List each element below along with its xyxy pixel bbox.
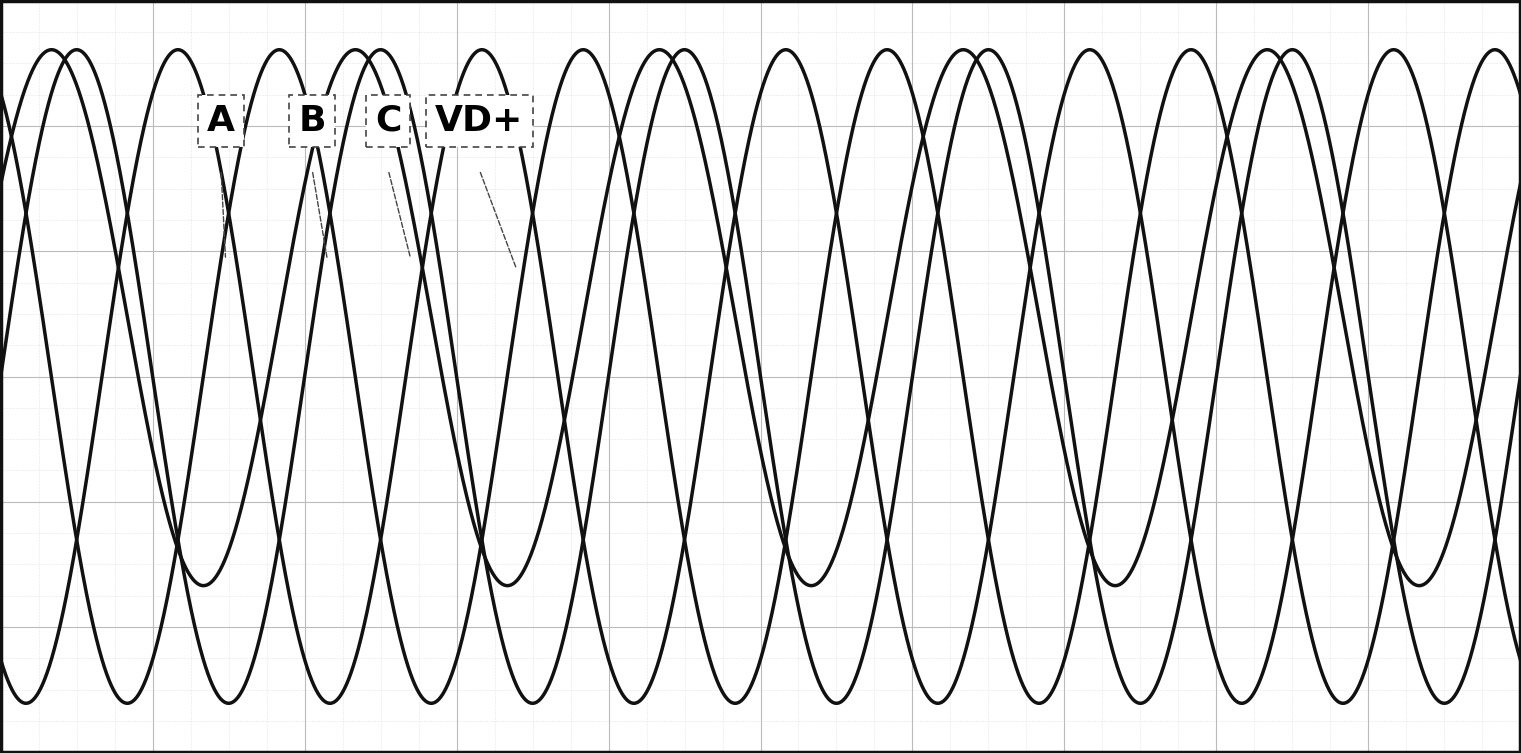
Text: B: B <box>298 104 325 138</box>
Text: VD+: VD+ <box>435 104 523 138</box>
Text: C: C <box>376 104 402 138</box>
Text: A: A <box>207 104 236 138</box>
